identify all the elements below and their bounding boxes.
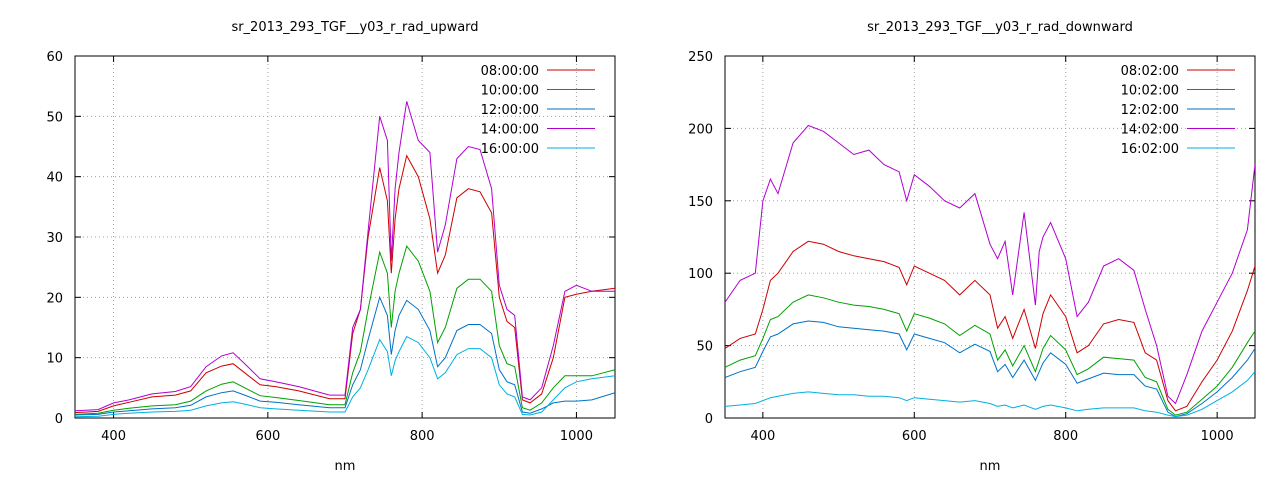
series-line-5 <box>75 335 615 418</box>
series-line-5 <box>725 371 1255 418</box>
series-line-4 <box>75 101 615 412</box>
x-tick-label-2: 800 <box>410 429 435 444</box>
y-tick-label-1: 10 <box>46 352 63 367</box>
y-tick-label-2: 100 <box>688 267 713 282</box>
y-tick-label-1: 50 <box>696 340 713 355</box>
y-tick-label-6: 60 <box>46 50 63 65</box>
y-tick-label-3: 30 <box>46 231 63 246</box>
x-tick-label-0: 400 <box>750 429 775 444</box>
series-line-3 <box>75 295 615 416</box>
legend-label-4: 14:02:00 <box>1121 123 1179 138</box>
x-tick-label-3: 1000 <box>1201 429 1234 444</box>
series-line-3 <box>725 320 1255 418</box>
y-tick-label-0: 0 <box>705 412 713 427</box>
plot-frame <box>724 55 1256 419</box>
y-tick-label-2: 20 <box>46 291 63 306</box>
series-line-2 <box>75 245 615 415</box>
legend-label-2: 10:00:00 <box>481 84 539 99</box>
x-tick-label-2: 800 <box>1053 429 1078 444</box>
legend-label-1: 08:02:00 <box>1121 64 1179 79</box>
legend-label-3: 12:02:00 <box>1121 103 1179 118</box>
x-axis-label: nm <box>980 459 1001 474</box>
y-tick-label-0: 0 <box>55 412 63 427</box>
y-tick-label-5: 250 <box>688 50 713 65</box>
x-tick-label-0: 400 <box>101 429 126 444</box>
x-tick-label-1: 600 <box>902 429 927 444</box>
y-tick-label-5: 50 <box>46 110 63 125</box>
legend-label-3: 12:00:00 <box>481 103 539 118</box>
series-line-2 <box>725 294 1255 416</box>
chart-panel-2: 400 600 800 1000 0 50 100 150 200 250 sr_2013_293_… <box>688 20 1256 474</box>
y-tick-label-4: 40 <box>46 171 63 186</box>
chart-title: sr_2013_293_TGF__y03_r_rad_upward <box>231 20 478 35</box>
x-tick-label-3: 1000 <box>560 429 593 444</box>
legend-label-5: 16:02:00 <box>1121 142 1179 157</box>
legend-label-5: 16:00:00 <box>481 142 539 157</box>
y-tick-label-3: 150 <box>688 195 713 210</box>
x-tick-label-1: 600 <box>255 429 280 444</box>
legend-label-4: 14:00:00 <box>481 123 539 138</box>
series-line-1 <box>725 240 1255 412</box>
y-tick-label-4: 200 <box>688 122 713 137</box>
x-axis-label: nm <box>335 459 356 474</box>
chart-title: sr_2013_293_TGF__y03_r_rad_downward <box>867 20 1133 35</box>
series-line-4 <box>725 124 1255 405</box>
legend-label-2: 10:02:00 <box>1121 84 1179 99</box>
legend-label-1: 08:00:00 <box>481 64 539 79</box>
chart-panel-1: 400 600 800 1000 0 10 20 30 40 50 60 sr_2013_293_TG… <box>46 20 616 474</box>
